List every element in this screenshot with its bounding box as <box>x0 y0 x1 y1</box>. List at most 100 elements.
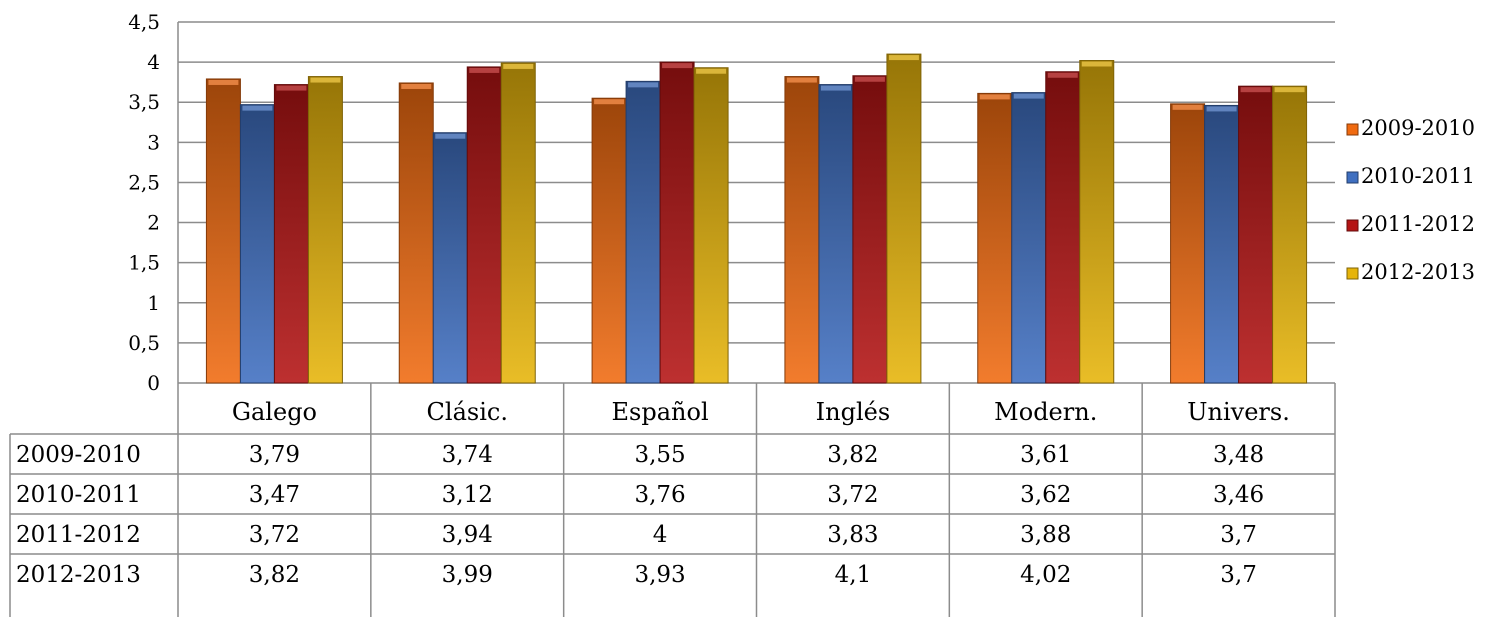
bar-top-bevel <box>1172 104 1203 110</box>
bar-top-bevel <box>1206 106 1237 112</box>
bar-top-bevel <box>469 67 500 73</box>
bar-top-bevel <box>888 55 919 61</box>
bar <box>500 62 536 384</box>
bar-top-bevel <box>242 105 273 111</box>
table-cell-value: 3,82 <box>249 562 300 588</box>
bar-top-bevel <box>1274 87 1305 93</box>
legend-swatch <box>1346 123 1359 136</box>
table-cell-value: 4 <box>653 522 668 548</box>
bar <box>591 97 627 384</box>
bar <box>307 76 343 384</box>
bar-top-bevel <box>310 77 341 83</box>
table-cell-value: 3,79 <box>249 442 300 468</box>
y-tick-label: 0 <box>147 371 160 395</box>
bar <box>239 104 275 384</box>
bar-top-bevel <box>208 79 239 85</box>
bar <box>784 76 820 384</box>
legend-label: 2010-2011 <box>1361 164 1475 188</box>
legend-swatch <box>1346 171 1359 184</box>
table-cell-value: 3,61 <box>1020 442 1071 468</box>
bar <box>659 61 695 384</box>
bar-top-bevel <box>854 76 885 82</box>
table-cell-value: 4,1 <box>835 562 872 588</box>
table-row-label: 2010-2011 <box>16 482 141 508</box>
bar <box>1238 85 1274 384</box>
bar <box>977 92 1013 384</box>
table-cell-value: 3,93 <box>634 562 685 588</box>
bar <box>852 75 888 384</box>
table-cell-value: 3,12 <box>442 482 493 508</box>
table-cell-value: 3,46 <box>1213 482 1264 508</box>
gridlines <box>177 21 1335 384</box>
table-cell-value: 3,88 <box>1020 522 1071 548</box>
y-tick-label: 0,5 <box>128 331 160 355</box>
bar <box>273 84 309 384</box>
y-tick-label: 1,5 <box>128 251 160 275</box>
table-cell-value: 3,74 <box>442 442 493 468</box>
table-cell-value: 3,94 <box>442 522 493 548</box>
bar-top-bevel <box>979 94 1010 100</box>
table-cell-value: 3,72 <box>827 482 878 508</box>
y-tick-label: 3,5 <box>128 90 160 114</box>
table-cell-value: 3,55 <box>634 442 685 468</box>
bar-top-bevel <box>594 99 625 105</box>
y-tick-label: 2 <box>147 211 160 235</box>
bar <box>1045 71 1081 384</box>
table-cell-value: 3,7 <box>1220 562 1257 588</box>
bar <box>432 132 468 384</box>
bars <box>205 53 1308 384</box>
y-tick-label: 4,5 <box>128 10 160 34</box>
legend-label: 2011-2012 <box>1361 212 1475 236</box>
table-cell-value: 3,72 <box>249 522 300 548</box>
table-cell-value: 3,62 <box>1020 482 1071 508</box>
legend-label: 2012-2013 <box>1361 260 1475 284</box>
bar-top-bevel <box>786 77 817 83</box>
table-cell-value: 3,83 <box>827 522 878 548</box>
bar <box>398 82 434 384</box>
table-cell-value: 3,76 <box>634 482 685 508</box>
bar <box>1079 60 1115 384</box>
table-row-label: 2012-2013 <box>16 562 141 588</box>
bar <box>1272 85 1308 384</box>
bar <box>693 67 729 384</box>
x-category-label: Galego <box>232 398 317 426</box>
bar-top-bevel <box>1013 93 1044 99</box>
bar <box>818 84 854 384</box>
y-tick-label: 1 <box>147 291 160 315</box>
bar-top-bevel <box>1240 87 1271 93</box>
bar <box>1170 103 1206 384</box>
bar-top-bevel <box>1047 72 1078 78</box>
legend-swatch <box>1346 267 1359 280</box>
x-category-label: Modern. <box>994 398 1097 426</box>
bar <box>1011 92 1047 384</box>
table-cell-value: 3,47 <box>249 482 300 508</box>
bar-top-bevel <box>435 133 466 139</box>
bar-top-bevel <box>503 63 534 69</box>
data-table: Galego Clásic. Español Inglés Modern. Univers… <box>9 383 1336 617</box>
bar-top-bevel <box>401 83 432 89</box>
bar-top-bevel <box>276 85 307 91</box>
x-category-label: Español <box>612 398 709 426</box>
table-cell-value: 4,02 <box>1020 562 1071 588</box>
y-tick-label: 3 <box>147 130 160 154</box>
table-row-label: 2011-2012 <box>16 522 141 548</box>
x-category-label: Clásic. <box>427 398 508 426</box>
bar <box>1204 104 1240 384</box>
x-category-label: Inglés <box>816 398 891 426</box>
legend: 2009-2010 2010-2011 2011-2012 2012-2013 <box>1346 116 1475 284</box>
legend-swatch <box>1346 219 1359 232</box>
bar-top-bevel <box>628 82 659 88</box>
bar-top-bevel <box>662 63 693 69</box>
table-cell-value: 3,82 <box>827 442 878 468</box>
bar <box>625 80 661 384</box>
table-cell-value: 3,7 <box>1220 522 1257 548</box>
bar <box>205 78 241 384</box>
legend-label: 2009-2010 <box>1361 116 1475 140</box>
bar <box>466 66 502 384</box>
bar-top-bevel <box>820 85 851 91</box>
table-cell-value: 3,99 <box>442 562 493 588</box>
y-tick-label: 4 <box>147 50 160 74</box>
bar-top-bevel <box>1081 61 1112 67</box>
y-tick-label: 2,5 <box>128 170 160 194</box>
